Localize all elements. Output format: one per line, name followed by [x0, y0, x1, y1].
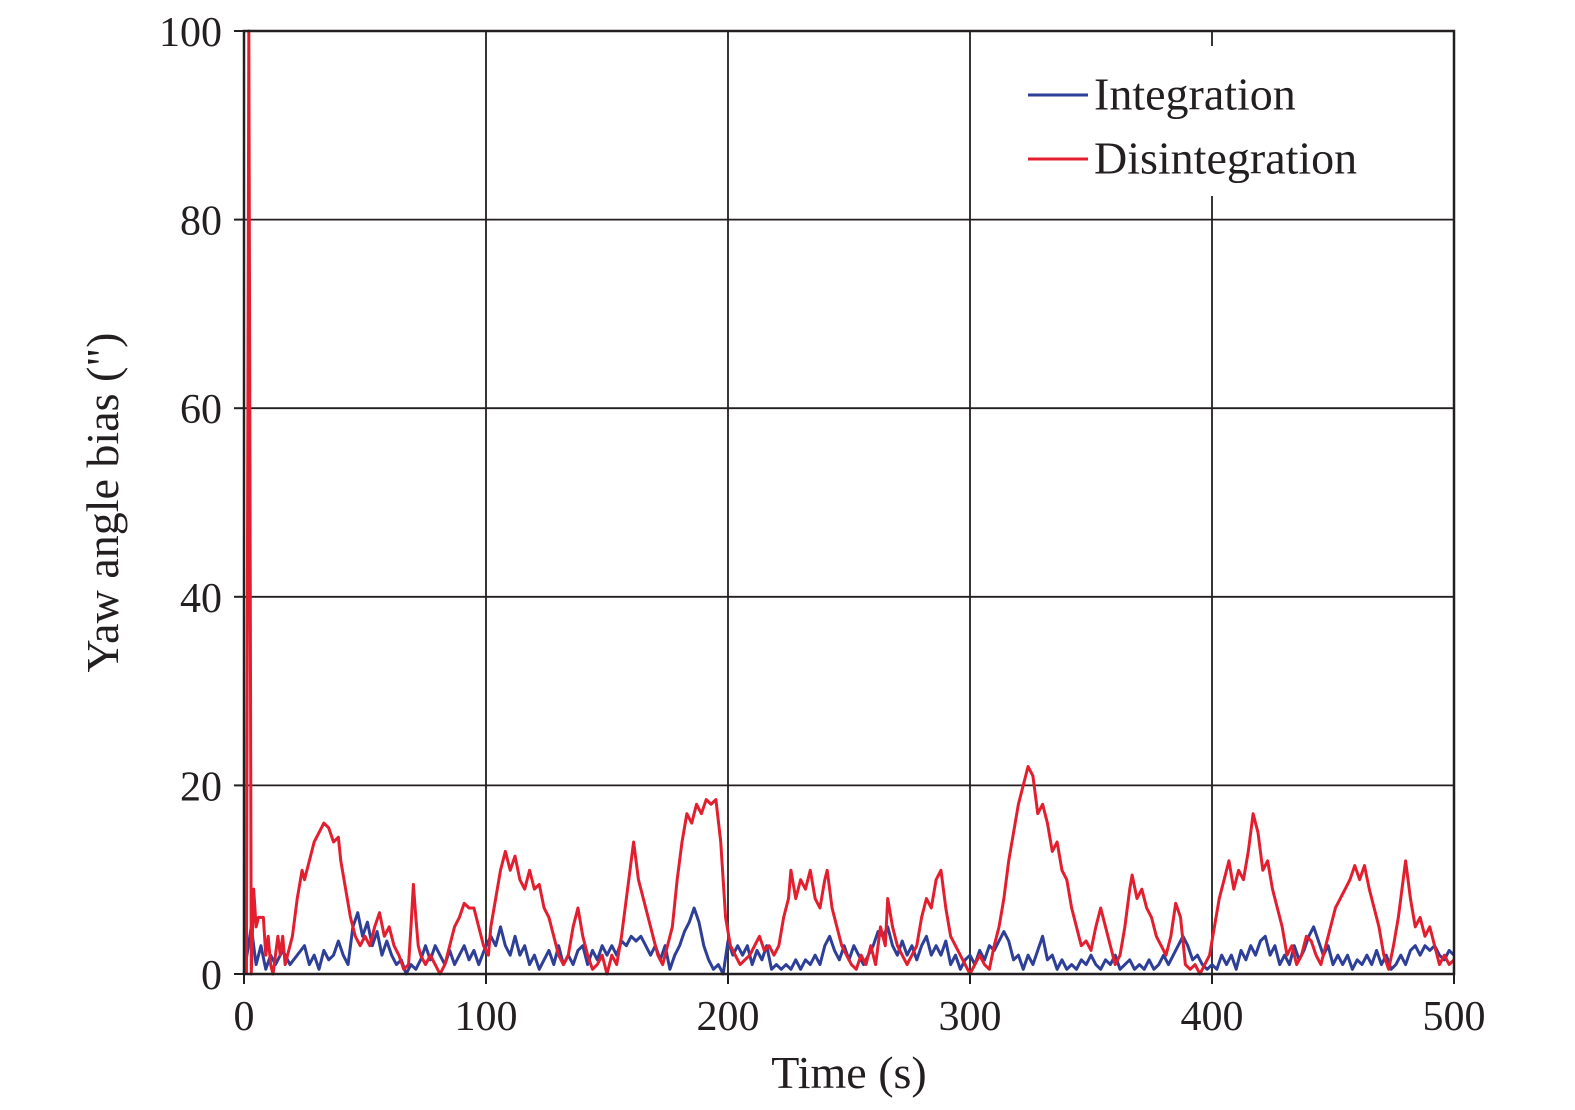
- y-tick-label: 80: [180, 199, 222, 245]
- x-tick-label: 0: [234, 994, 255, 1040]
- legend-label-integration: Integration: [1094, 69, 1296, 120]
- x-axis-ticks: 0 100 200 300 400 500: [234, 974, 1486, 1040]
- y-tick-label: 100: [159, 10, 222, 56]
- x-tick-label: 400: [1181, 994, 1244, 1040]
- y-tick-label: 20: [180, 764, 222, 810]
- series-line-integration: [242, 906, 1456, 976]
- x-tick-label: 200: [697, 994, 760, 1040]
- x-tick-label: 100: [455, 994, 518, 1040]
- y-tick-label: 0: [201, 953, 222, 999]
- data-series: [242, 29, 1456, 976]
- y-tick-label: 60: [180, 387, 222, 433]
- y-axis-title: Yaw angle bias ("): [77, 333, 128, 673]
- x-tick-label: 300: [939, 994, 1002, 1040]
- legend-background: [1010, 46, 1440, 196]
- series-line-disintegration: [244, 29, 1456, 976]
- legend-label-disintegration: Disintegration: [1094, 133, 1357, 184]
- x-axis-title: Time (s): [771, 1047, 927, 1098]
- x-tick-label: 500: [1423, 994, 1486, 1040]
- y-tick-label: 40: [180, 576, 222, 622]
- plot-frame: [242, 29, 1456, 976]
- legend: Integration Disintegration: [1010, 46, 1440, 196]
- y-axis-ticks: 0 20 40 60 80 100: [159, 10, 244, 999]
